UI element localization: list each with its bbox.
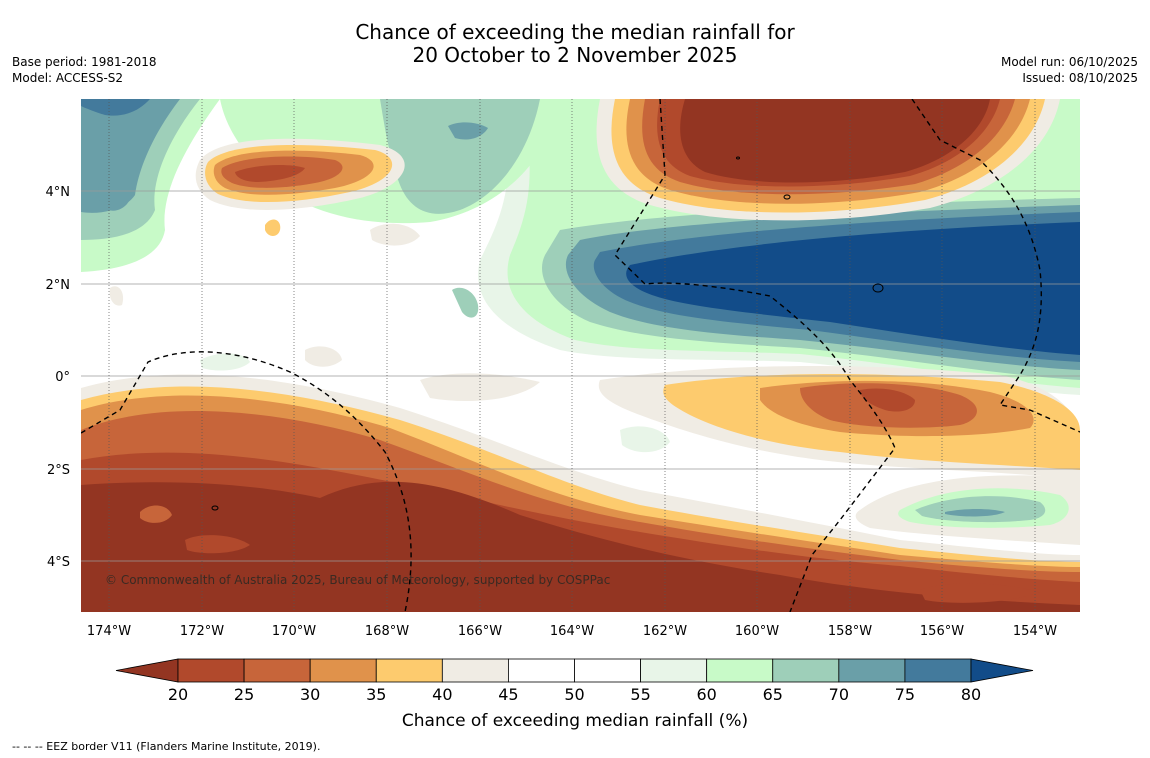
contour-ne-below-20 <box>680 99 990 183</box>
eez-borders <box>81 99 1080 612</box>
colorbar-title: Chance of exceeding median rainfall (%) <box>402 711 748 731</box>
map-plot-area: © Commonwealth of Australia 2025, Bureau… <box>81 99 1080 612</box>
contour-nwdry-20-25 <box>235 164 305 182</box>
model-run-text: Model run: 06/10/2025 <box>1000 55 1138 69</box>
map-title-line1: Chance of exceeding the median rainfall … <box>355 20 795 44</box>
meta-right: Model run: 06/10/2025 Issued: 08/10/2025 <box>1001 54 1138 86</box>
colorbar-bin <box>706 658 774 683</box>
lon-tick-label: 172°W <box>180 624 224 639</box>
contour-eq-20-25 <box>860 388 915 412</box>
colorbar-tick-label: 70 <box>829 685 849 704</box>
lon-tick-label: 158°W <box>828 624 872 639</box>
contour-nw-small-70-75 <box>98 172 133 211</box>
colorbar-extend-high <box>970 658 1034 683</box>
colorbar-tick-label: 60 <box>696 685 716 704</box>
eez-border-east <box>911 99 1080 433</box>
island-4 <box>736 156 740 160</box>
contour-minor-patch-10 <box>920 583 1040 603</box>
colorbar-tick-label: 35 <box>366 685 386 704</box>
lat-tick-label: 4°S <box>47 555 70 570</box>
contour-nw-75-80 <box>81 99 150 116</box>
colorbar-bin <box>243 658 311 683</box>
contour-nc-70-75 <box>448 122 488 140</box>
colorbar-tick-label: 25 <box>234 685 254 704</box>
lon-tick-label: 154°W <box>1013 624 1057 639</box>
islands <box>211 156 884 511</box>
colorbar-tick-label: 30 <box>300 685 320 704</box>
colorbar-bin <box>574 658 641 683</box>
colorbar-tick-label: 40 <box>432 685 452 704</box>
lat-gridlines <box>81 190 1080 562</box>
contour-north-above-80 <box>626 222 1080 355</box>
colorbar-bin <box>640 658 708 683</box>
colorbar-bin <box>441 658 509 683</box>
colorbar-bin <box>838 658 906 683</box>
contour-minor-patch-6 <box>452 287 479 318</box>
contour-minor-patch-1 <box>370 223 420 246</box>
contour-minor-patch-4 <box>620 426 670 453</box>
colorbar-tick-label: 55 <box>630 685 650 704</box>
contour-se-70-75 <box>945 509 1005 517</box>
lon-tick-label: 156°W <box>920 624 964 639</box>
colorbar-extend-low <box>115 658 179 683</box>
copyright-text: © Commonwealth of Australia 2025, Bureau… <box>105 573 610 587</box>
colorbar-bin <box>508 658 575 683</box>
contour-minor-patch-8 <box>140 505 172 523</box>
colorbar-tick-label: 75 <box>895 685 915 704</box>
contour-nc-65-70 <box>380 99 540 214</box>
colorbar-tick-label: 65 <box>763 685 783 704</box>
issued-text: Issued: 08/10/2025 <box>1022 71 1138 85</box>
lon-tick-label: 160°W <box>735 624 779 639</box>
map-title-line2: 20 October to 2 November 2025 <box>412 43 738 67</box>
colorbar-tick-label: 20 <box>168 685 188 704</box>
colorbar: 20 25 30 35 40 45 50 55 60 65 70 75 80 <box>115 658 1034 704</box>
colorbar-tick-label: 80 <box>961 685 981 704</box>
lon-tick-label: 166°W <box>458 624 502 639</box>
contour-minor-patch-3 <box>305 346 342 367</box>
base-period-text: Base period: 1981-2018 <box>12 55 157 69</box>
island-2 <box>872 283 884 293</box>
colorbar-bin <box>375 658 443 683</box>
lon-tick-label: 170°W <box>272 624 316 639</box>
lon-tick-label: 162°W <box>643 624 687 639</box>
colorbar-tick-label: 45 <box>498 685 518 704</box>
island-1 <box>783 194 791 200</box>
lat-tick-label: 2°S <box>47 463 70 478</box>
meta-left: Base period: 1981-2018 Model: ACCESS-S2 <box>12 54 157 86</box>
colorbar-bin <box>309 658 377 683</box>
contour-minor-patch-5 <box>200 353 250 371</box>
lat-tick-label: 2°N <box>46 278 71 293</box>
contour-minor-patch-9 <box>185 535 250 554</box>
model-text: Model: ACCESS-S2 <box>12 71 124 85</box>
colorbar-bin <box>772 658 840 683</box>
contour-minor-patch-7 <box>109 286 124 306</box>
eez-border-west <box>81 351 412 612</box>
colorbar-bin <box>177 658 245 683</box>
lon-tick-label: 164°W <box>550 624 594 639</box>
lon-tick-label: 174°W <box>87 624 131 639</box>
contour-south-below-20 <box>81 481 1080 612</box>
lat-tick-label: 0° <box>55 370 70 385</box>
lon-tick-label: 168°W <box>365 624 409 639</box>
colorbar-tick-label: 50 <box>564 685 584 704</box>
colorbar-bin <box>904 658 972 683</box>
contour-small-dry-blob <box>265 219 281 236</box>
lon-tick-labels: 174°W 172°W 170°W 168°W 166°W 164°W 162°… <box>87 624 1057 639</box>
lat-tick-labels: 4°N 2°N 0° 2°S 4°S <box>46 185 71 570</box>
island-3 <box>211 505 219 511</box>
eez-footnote: -- -- -- EEZ border V11 (Flanders Marine… <box>12 740 321 753</box>
lat-tick-label: 4°N <box>46 185 71 200</box>
